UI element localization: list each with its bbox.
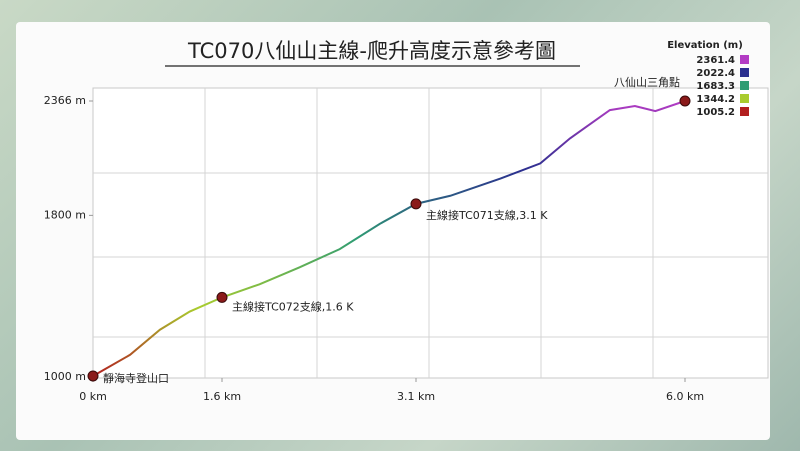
- waypoint-marker: [410, 198, 422, 210]
- legend-label: 1683.3: [696, 81, 735, 92]
- legend-swatch: [740, 68, 749, 77]
- x-tick-label: 0 km: [79, 390, 107, 403]
- legend-swatch: [740, 55, 749, 64]
- legend-swatch: [740, 81, 749, 90]
- legend-swatch: [740, 94, 749, 103]
- x-tick-label: 3.1 km: [397, 390, 435, 403]
- waypoint-label: 主線接TC072支線,1.6 K: [232, 299, 354, 313]
- waypoint-marker: [87, 370, 99, 382]
- legend-label: 2361.4: [696, 55, 735, 66]
- plot-area: [92, 87, 769, 379]
- legend-label: 1344.2: [696, 94, 735, 105]
- legend-title: Elevation (m): [667, 40, 743, 51]
- legend-label: 1005.2: [696, 107, 735, 118]
- elevation-line: [92, 100, 686, 377]
- x-tick-label: 1.6 km: [203, 390, 241, 403]
- legend-label: 2022.4: [696, 68, 735, 79]
- waypoint-label: 主線接TC071支線,3.1 K: [426, 208, 548, 222]
- waypoint-marker: [679, 95, 691, 107]
- waypoint-marker: [216, 291, 228, 303]
- waypoint-label: 八仙山三角點: [614, 76, 680, 89]
- waypoint-label: 靜海寺登山口: [103, 371, 169, 385]
- y-tick-label: 1800 m: [44, 208, 86, 221]
- legend-swatch: [740, 107, 749, 116]
- x-tick-label: 6.0 km: [666, 390, 704, 403]
- y-tick-label: 2366 m: [44, 94, 86, 107]
- chart-title: TC070八仙山主線-爬升高度示意參考圖: [187, 39, 556, 63]
- y-tick-label: 1000 m: [44, 370, 86, 383]
